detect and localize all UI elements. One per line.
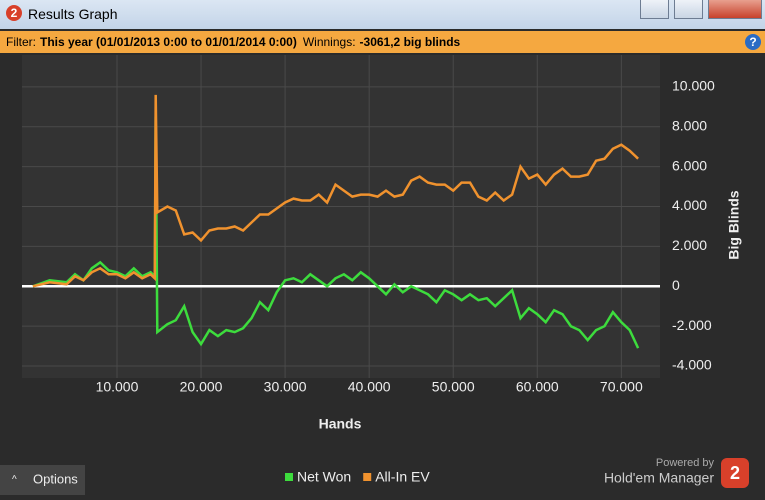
brand-logo-text: 2 [730,463,740,483]
x-tick-label: 60.000 [516,379,559,395]
y-tick-label: 8.000 [672,117,707,133]
legend-label: Net Won [297,469,351,485]
winnings-label: Winnings: [302,35,356,49]
plot-area [22,55,660,378]
app-icon: 2 [6,5,22,21]
maximize-button[interactable] [674,0,703,19]
brand: Hold'em Manager [604,470,714,486]
brand-logo [721,458,749,488]
help-button[interactable]: ? [745,34,761,50]
y-tick-label: 2.000 [672,237,707,253]
options-label: Options [33,471,78,486]
x-tick-label: 20.000 [180,379,223,395]
y-tick-label: 0 [672,277,680,293]
y-tick-label: -4.000 [672,357,712,373]
options-button[interactable] [0,465,85,495]
chart: Hands Big Blinds ^ Options Powered by Ho… [0,55,749,495]
y-tick-label: -2.000 [672,317,712,333]
x-tick-label: 70.000 [600,379,643,395]
filter-label: Filter: [6,35,36,49]
x-tick-label: 30.000 [264,379,307,395]
y-tick-label: 4.000 [672,197,707,213]
legend-label: All-In EV [375,469,430,485]
y-axis-label: Big Blinds [726,190,742,259]
legend-swatch [285,473,293,481]
filter-value: This year (01/01/2013 0:00 to 01/01/2014… [40,35,297,49]
window-title: Results Graph [28,6,118,22]
x-tick-label: 50.000 [432,379,475,395]
y-tick-label: 6.000 [672,157,707,173]
winnings-value: -3061,2 big blinds [359,35,461,49]
powered-by: Powered by [656,457,715,469]
filter-bar: Filter: This year (01/01/2013 0:00 to 01/… [0,31,765,53]
x-tick-label: 40.000 [348,379,391,395]
title-bar: 2 Results Graph [0,0,765,29]
minimize-button[interactable] [640,0,669,19]
close-button[interactable] [708,0,762,19]
x-axis-label: Hands [319,416,362,432]
series-line [32,116,640,349]
x-tick-label: 10.000 [96,379,139,395]
series-line [32,94,639,288]
legend-swatch [363,473,372,481]
y-tick-label: 10.000 [672,78,715,94]
options-arrow: ^ [12,475,17,486]
